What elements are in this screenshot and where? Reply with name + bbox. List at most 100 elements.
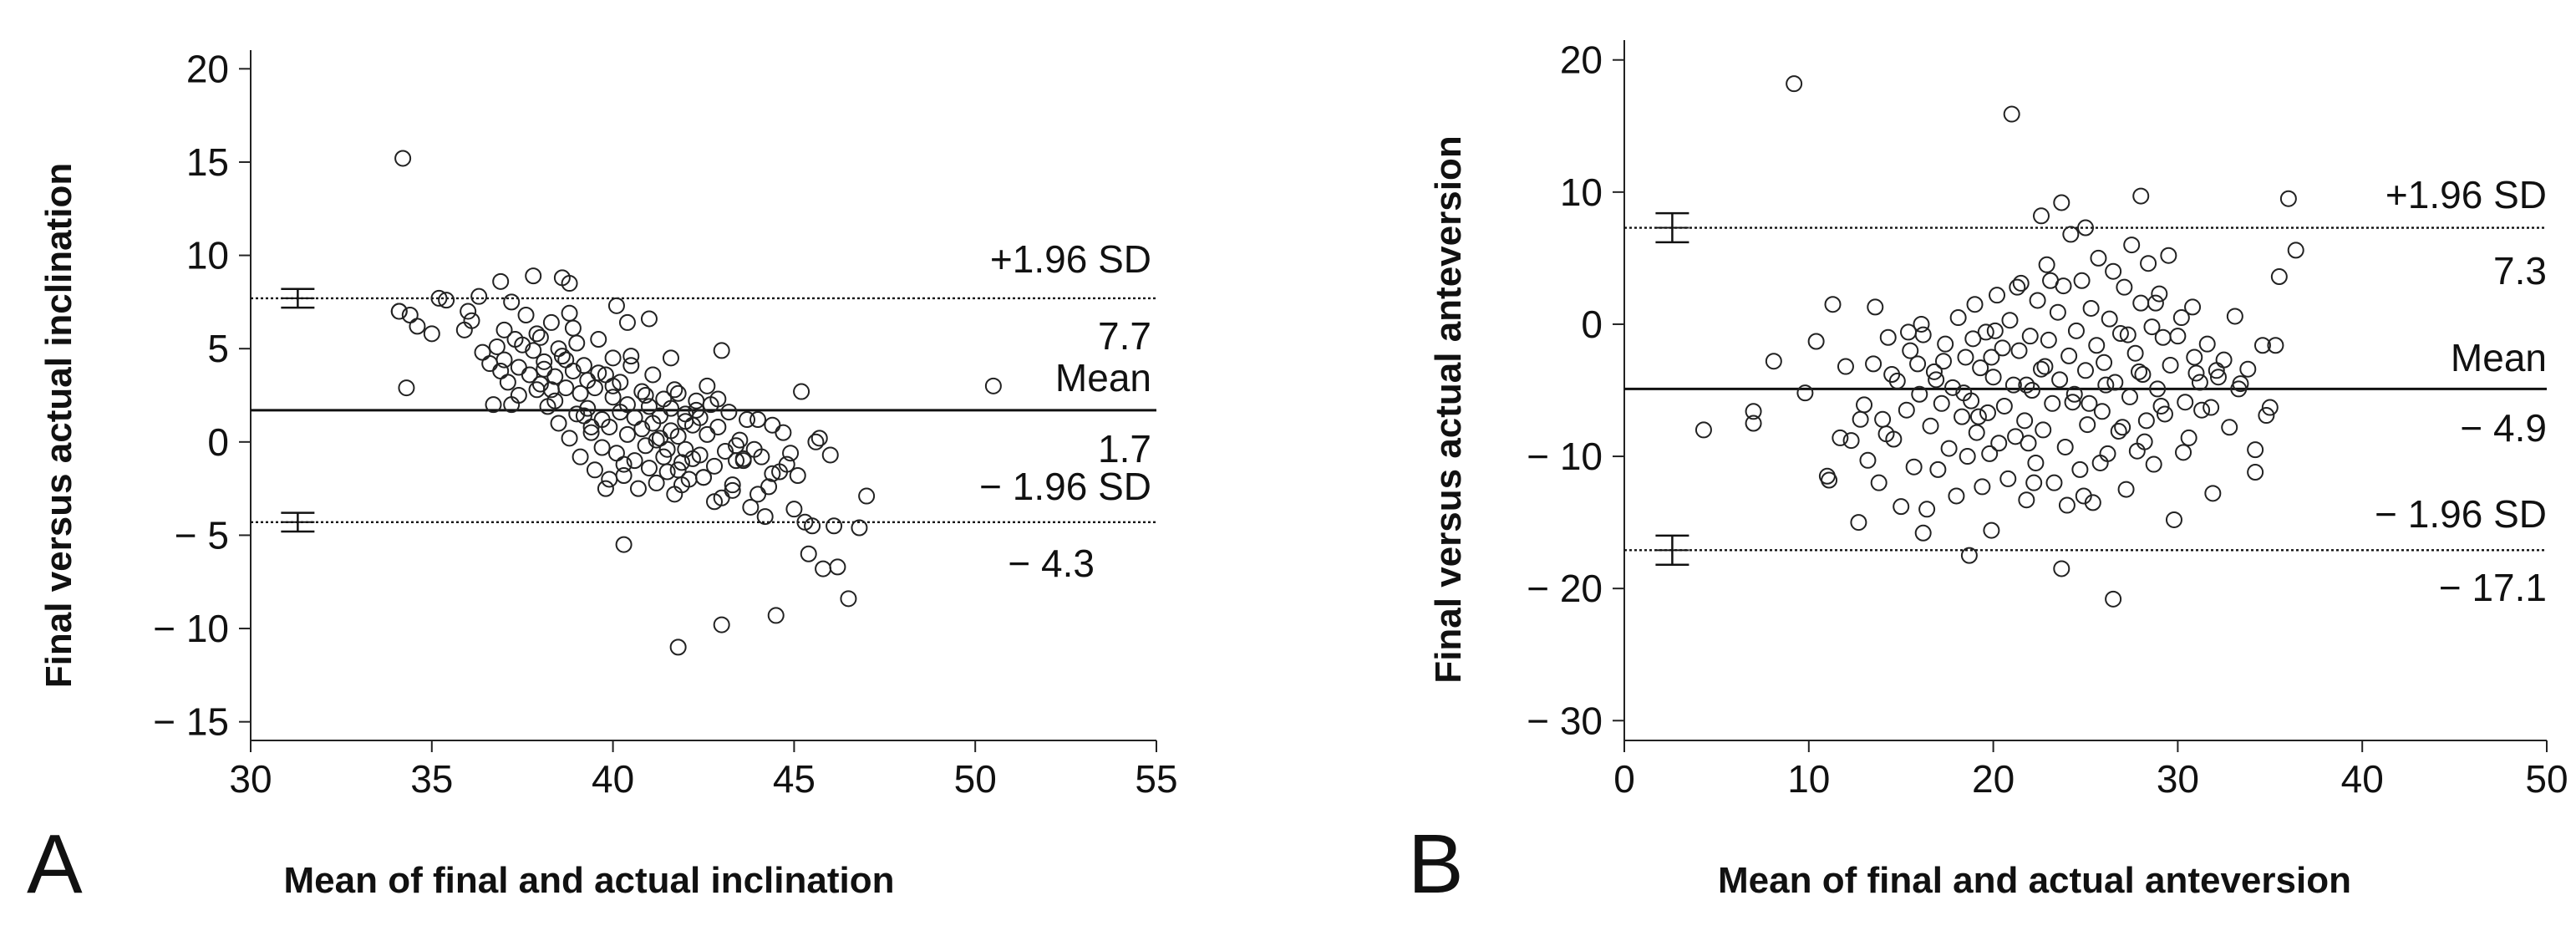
data-point bbox=[1929, 460, 1947, 478]
data-point bbox=[2040, 331, 2057, 348]
data-point bbox=[2279, 190, 2297, 207]
data-point bbox=[815, 560, 832, 577]
data-point bbox=[756, 508, 774, 526]
panel-a-x-axis-title: Mean of final and actual inclination bbox=[284, 860, 895, 901]
data-point bbox=[1968, 424, 1985, 441]
data-point bbox=[2012, 274, 2030, 292]
data-point bbox=[1694, 421, 1712, 439]
data-point bbox=[2071, 460, 2089, 478]
data-point bbox=[669, 461, 687, 479]
data-point bbox=[2073, 272, 2091, 289]
data-point bbox=[1902, 342, 1919, 359]
data-point bbox=[2156, 405, 2173, 423]
data-point bbox=[394, 150, 412, 167]
data-point bbox=[546, 392, 564, 410]
data-point bbox=[2193, 401, 2211, 419]
data-point bbox=[713, 616, 730, 633]
data-point bbox=[575, 407, 592, 425]
data-point bbox=[488, 338, 506, 355]
data-point bbox=[525, 342, 542, 359]
data-point bbox=[2067, 322, 2085, 339]
data-point bbox=[2134, 366, 2152, 384]
data-point bbox=[1832, 429, 1849, 446]
panel-b-y-axis-title: Final versus actual anteversion bbox=[1428, 135, 1469, 683]
data-point bbox=[709, 418, 727, 435]
y-tick-label: 0 bbox=[207, 420, 229, 464]
x-tick-label: 40 bbox=[2341, 757, 2384, 801]
data-point bbox=[2064, 394, 2081, 411]
data-point bbox=[2097, 376, 2115, 394]
panel-b: B Mean of final and actual anteversion F… bbox=[1408, 38, 2568, 911]
data-point bbox=[749, 486, 767, 503]
data-point bbox=[706, 457, 724, 475]
panel-a-letter: A bbox=[27, 817, 83, 911]
data-point bbox=[531, 328, 549, 346]
data-point bbox=[597, 480, 614, 497]
data-point bbox=[1960, 547, 1978, 564]
data-point bbox=[2177, 394, 2194, 411]
data-point bbox=[1877, 425, 1895, 443]
data-point bbox=[683, 450, 701, 467]
data-point bbox=[536, 353, 553, 370]
data-point bbox=[1949, 309, 1967, 327]
data-point bbox=[1745, 415, 1762, 432]
data-point bbox=[984, 377, 1002, 394]
data-point bbox=[2003, 105, 2020, 123]
data-point bbox=[1977, 323, 1994, 341]
data-point bbox=[739, 411, 756, 429]
data-point bbox=[2226, 308, 2243, 325]
data-point bbox=[2204, 485, 2222, 502]
data-point bbox=[633, 420, 651, 438]
data-point bbox=[720, 404, 738, 421]
panel-a-upper-loa-value: 7.7 bbox=[1098, 314, 1151, 358]
data-point bbox=[640, 460, 658, 477]
data-point bbox=[2160, 247, 2177, 264]
data-point bbox=[637, 387, 654, 404]
data-point bbox=[495, 321, 513, 338]
data-point bbox=[2062, 226, 2080, 243]
data-point bbox=[644, 366, 662, 384]
data-point bbox=[1824, 296, 1842, 313]
data-point bbox=[775, 424, 792, 441]
panel-b-mean-value: − 4.9 bbox=[2460, 406, 2547, 450]
y-tick-label: 20 bbox=[1560, 38, 1603, 82]
data-point bbox=[2065, 385, 2083, 403]
data-point bbox=[2077, 219, 2094, 237]
data-point bbox=[398, 379, 415, 397]
data-point bbox=[1842, 432, 1860, 450]
data-point bbox=[807, 433, 825, 450]
data-point bbox=[618, 425, 636, 443]
data-point bbox=[1745, 403, 1762, 420]
data-point bbox=[2036, 358, 2054, 375]
data-point bbox=[1786, 75, 1803, 93]
data-point bbox=[2053, 194, 2070, 211]
data-point bbox=[618, 313, 636, 331]
y-tick-label: − 20 bbox=[1527, 567, 1603, 610]
data-point bbox=[1948, 487, 1965, 505]
panel-a-lower-loa-value: − 4.3 bbox=[1008, 542, 1095, 585]
data-point bbox=[430, 289, 448, 307]
data-point bbox=[615, 455, 633, 473]
data-point bbox=[2136, 433, 2153, 450]
data-point bbox=[2110, 423, 2127, 440]
data-point bbox=[1974, 478, 1991, 496]
data-point bbox=[1900, 323, 1918, 341]
data-point bbox=[1893, 498, 1910, 516]
data-point bbox=[2081, 394, 2098, 412]
data-point bbox=[499, 374, 516, 391]
panel-b-lower-loa-value: − 17.1 bbox=[2439, 566, 2547, 609]
data-point bbox=[2126, 344, 2144, 362]
y-tick-label: − 15 bbox=[153, 700, 229, 744]
data-point bbox=[810, 430, 828, 447]
data-point bbox=[1879, 328, 1897, 346]
data-point bbox=[2082, 299, 2100, 317]
data-point bbox=[2247, 441, 2264, 459]
data-point bbox=[1981, 445, 1999, 462]
data-point bbox=[390, 303, 408, 320]
data-point bbox=[2049, 303, 2066, 321]
x-tick-label: 55 bbox=[1135, 757, 1177, 801]
y-tick-label: 10 bbox=[186, 234, 229, 277]
y-tick-label: 5 bbox=[207, 327, 229, 370]
data-point bbox=[2203, 399, 2220, 416]
data-point bbox=[2001, 312, 2019, 329]
